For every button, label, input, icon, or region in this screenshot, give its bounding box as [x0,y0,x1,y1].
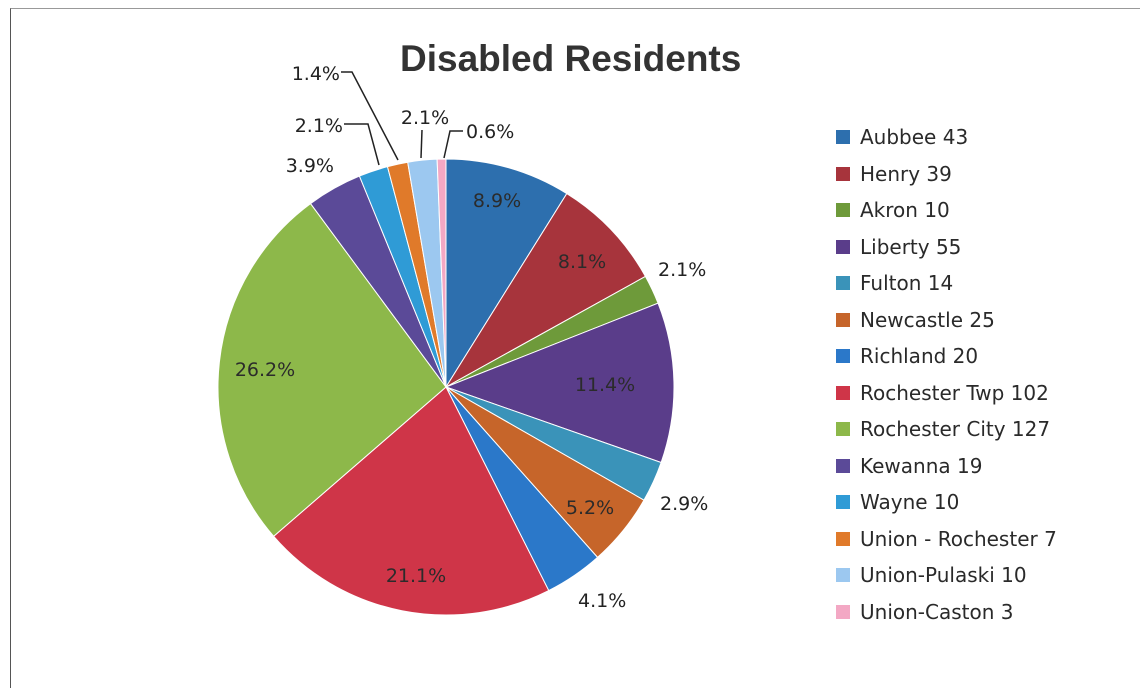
data-label: 0.6% [466,121,514,143]
chart-frame [10,8,1140,688]
legend-item: Union - Rochester 7 [836,521,1057,558]
legend-label: Henry 39 [860,161,952,186]
data-label: 21.1% [386,565,446,587]
data-label: 8.9% [473,190,521,212]
pie-slice [436,158,447,388]
legend-label: Akron 10 [860,198,950,223]
leader-line [443,130,463,159]
legend-item: Union-Caston 3 [836,594,1057,631]
legend-label: Richland 20 [860,344,979,369]
legend-swatch [836,422,850,437]
leader-line [341,71,399,161]
legend-swatch [836,385,850,400]
legend-item: Akron 10 [836,192,1057,229]
legend-item: Aubbee 43 [836,119,1057,156]
legend-item: Rochester Twp 102 [836,375,1057,412]
legend-label: Union - Rochester 7 [860,526,1057,551]
data-label: 26.2% [235,359,295,381]
legend-label: Kewanna 19 [860,453,983,478]
data-label: 5.2% [566,497,614,519]
pie-slice [444,302,675,464]
legend-item: Richland 20 [836,338,1057,375]
legend-label: Union-Caston 3 [860,599,1014,624]
legend-swatch [836,568,850,583]
legend-swatch [836,166,850,181]
legend-swatch [836,531,850,546]
legend-item: Union-Pulaski 10 [836,557,1057,594]
legend-swatch [836,312,850,327]
chart-title: Disabled Residents [400,38,742,79]
legend-label: Fulton 14 [860,271,954,296]
legend-swatch [836,349,850,364]
chart-legend: Aubbee 43 Henry 39 Akron 10 Liberty 55 Fulto… [836,119,1057,630]
legend-label: Liberty 55 [860,234,962,259]
legend-item: Rochester City 127 [836,411,1057,448]
pie-slice [445,158,568,389]
data-label: 2.9% [660,493,708,515]
data-label: 2.1% [401,107,449,129]
legend-swatch [836,604,850,619]
data-label: 8.1% [558,251,606,273]
legend-label: Aubbee 43 [860,125,969,150]
data-label: 11.4% [575,374,635,396]
legend-item: Newcastle 25 [836,302,1057,339]
data-label: 2.1% [658,259,706,281]
pie-slice [272,386,550,616]
data-label: 4.1% [578,590,626,612]
legend-swatch [836,239,850,254]
data-label: 1.4% [292,63,340,85]
legend-label: Wayne 10 [860,490,960,515]
legend-label: Newcastle 25 [860,307,995,332]
leader-line [344,123,380,166]
pie-slice [217,202,447,538]
legend-item: Fulton 14 [836,265,1057,302]
data-label: 2.1% [295,115,343,137]
legend-label: Rochester Twp 102 [860,380,1049,405]
legend-swatch [836,495,850,510]
legend-swatch [836,130,850,145]
legend-swatch [836,458,850,473]
legend-item: Kewanna 19 [836,448,1057,485]
legend-swatch [836,276,850,291]
legend-label: Rochester City 127 [860,417,1051,442]
legend-item: Wayne 10 [836,484,1057,521]
legend-item: Liberty 55 [836,229,1057,266]
pie-slice [444,192,647,389]
legend-swatch [836,203,850,218]
data-label: 3.9% [286,155,334,177]
legend-label: Union-Pulaski 10 [860,563,1027,588]
legend-item: Henry 39 [836,156,1057,193]
leader-line [420,129,423,159]
